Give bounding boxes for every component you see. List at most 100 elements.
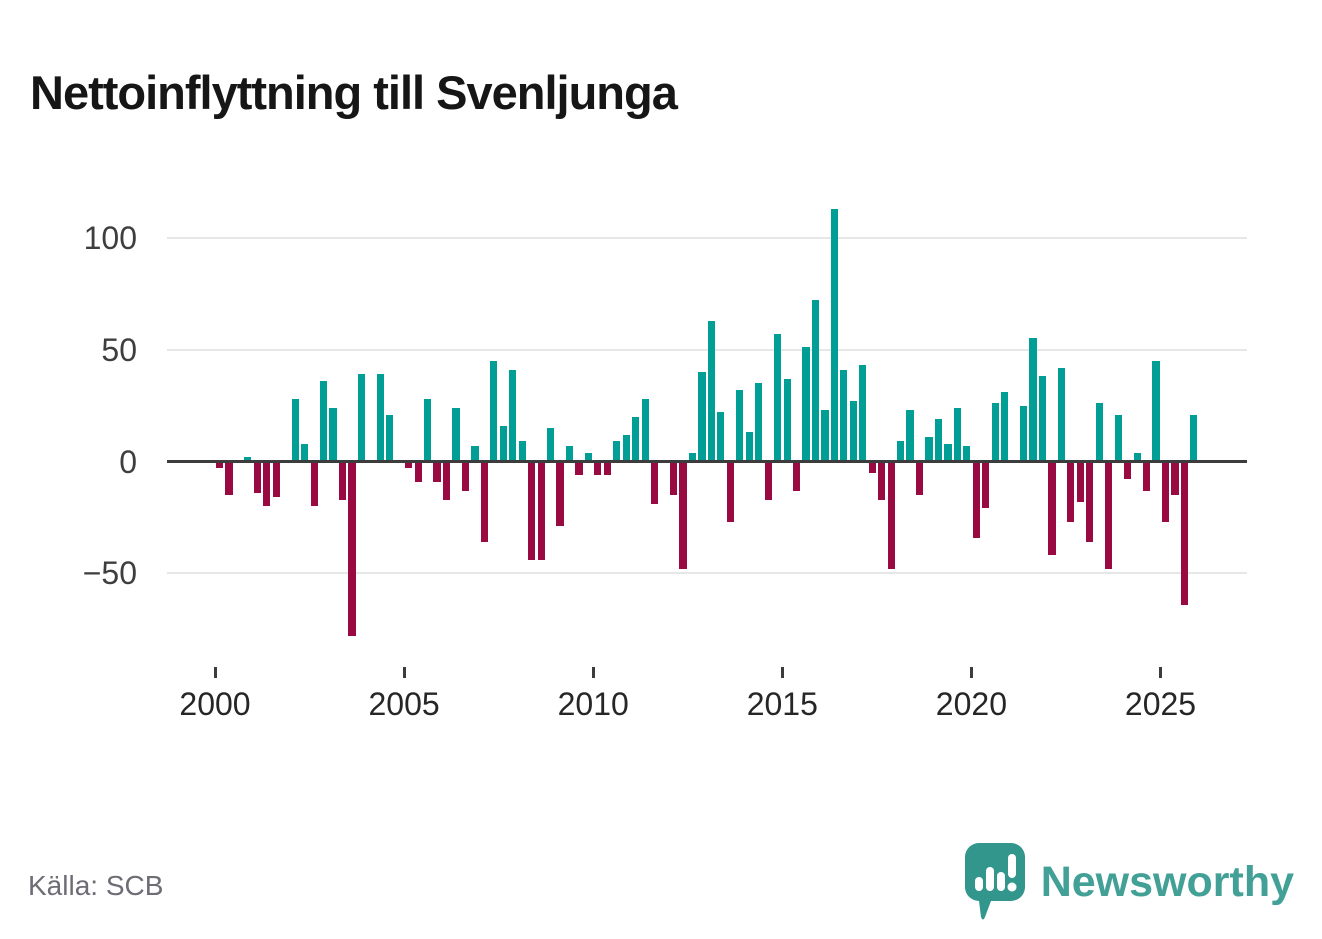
bar-q57 (755, 383, 763, 462)
bar-q102 (1180, 461, 1188, 605)
bar-q101 (1171, 461, 1179, 496)
bar-q81 (982, 461, 990, 509)
bar-q32 (518, 441, 526, 462)
bar-q49 (679, 461, 687, 569)
bar-q64 (821, 410, 829, 462)
x-tick-2000 (213, 667, 217, 678)
bar-q18 (386, 414, 394, 462)
y-axis-label-100: 100 (83, 219, 137, 256)
logo-exclamation-dot (1007, 882, 1017, 892)
bar-q12 (329, 407, 337, 462)
bar-q27 (471, 445, 479, 462)
x-axis-label-2015: 2015 (746, 686, 818, 722)
logo-bar-small (974, 877, 983, 891)
bar-q67 (849, 401, 857, 462)
bar-q98 (1142, 461, 1151, 491)
bar-q30 (499, 425, 507, 462)
bar-q75 (925, 436, 933, 462)
bar-q71 (887, 461, 895, 569)
bar-q74 (915, 461, 924, 496)
bar-q94 (1105, 461, 1113, 569)
x-tick-2020 (969, 667, 973, 678)
zero-axis-line (167, 460, 1247, 463)
bar-q100 (1161, 461, 1170, 522)
y-axis-label-50: 50 (101, 331, 137, 368)
bar-q70 (878, 461, 886, 500)
x-axis-label-2000: 2000 (179, 686, 251, 722)
bar-q8 (291, 398, 299, 462)
bar-q48 (669, 461, 678, 496)
bar-q31 (509, 369, 517, 462)
newsworthy-wordmark: Newsworthy (1040, 857, 1294, 906)
x-axis-label-2020: 2020 (935, 686, 1007, 722)
gridline-y--50 (167, 572, 1247, 575)
bar-q58 (764, 461, 772, 500)
bar-q95 (1114, 414, 1122, 462)
x-tick-2010 (591, 667, 595, 678)
bar-q36 (556, 461, 564, 527)
y-axis-label-0: 0 (119, 443, 137, 480)
bar-q52 (707, 320, 715, 462)
bar-q96 (1124, 461, 1132, 480)
bar-q90 (1067, 461, 1075, 522)
bar-q61 (792, 461, 801, 491)
bar-q39 (584, 452, 593, 462)
bar-q72 (897, 441, 905, 462)
bar-q10 (310, 461, 318, 507)
bar-q37 (565, 445, 574, 462)
bar-q79 (963, 445, 971, 462)
bar-q45 (641, 398, 649, 462)
bar-q44 (632, 416, 640, 462)
bar-q83 (1001, 392, 1009, 462)
x-tick-2025 (1159, 667, 1162, 678)
logo-exclamation-bar (1007, 854, 1016, 878)
bar-q69 (868, 461, 876, 473)
bar-q15 (357, 374, 365, 462)
bar-q92 (1086, 461, 1094, 543)
bar-q26 (461, 461, 470, 491)
bar-q21 (414, 461, 422, 482)
bar-q93 (1095, 403, 1103, 462)
bar-q42 (613, 441, 621, 462)
bar-q89 (1057, 367, 1066, 462)
source-note: Källa: SCB (28, 870, 164, 901)
bar-q99 (1152, 360, 1160, 462)
gridline-y-100 (167, 236, 1247, 239)
bar-q9 (301, 443, 309, 462)
bar-q17 (376, 374, 384, 462)
bar-q76 (934, 418, 943, 462)
bar-q97 (1133, 452, 1141, 462)
bar-q40 (594, 461, 602, 475)
bar-q53 (717, 412, 725, 462)
bar-q0 (215, 461, 224, 469)
bar-q5 (263, 461, 271, 507)
bar-q4 (253, 461, 261, 493)
bar-q46 (651, 461, 659, 504)
bar-q78 (953, 407, 961, 462)
newsworthy-brand: Newsworthy (963, 840, 1294, 924)
bar-q11 (319, 380, 328, 462)
bar-q59 (774, 333, 782, 462)
bar-q87 (1038, 376, 1047, 462)
bar-q20 (405, 461, 413, 469)
bar-q3 (244, 457, 252, 462)
bar-q1 (225, 461, 233, 496)
newsworthy-logo-icon (964, 843, 1025, 920)
bar-q80 (972, 461, 980, 538)
speech-bubble-shape (964, 843, 1025, 920)
bar-q85 (1020, 405, 1028, 462)
bar-q68 (859, 365, 867, 462)
bar-q88 (1048, 461, 1056, 556)
bar-q38 (575, 461, 583, 475)
bar-q60 (783, 378, 791, 462)
bar-q28 (480, 461, 488, 543)
bar-q41 (603, 461, 611, 475)
bar-q54 (726, 461, 734, 522)
bar-q43 (622, 434, 630, 462)
x-tick-2005 (402, 667, 406, 678)
bar-q29 (490, 360, 498, 462)
y-axis-label--50: −50 (82, 555, 137, 592)
bar-q33 (528, 461, 536, 560)
logo-bar-tall (985, 867, 994, 891)
